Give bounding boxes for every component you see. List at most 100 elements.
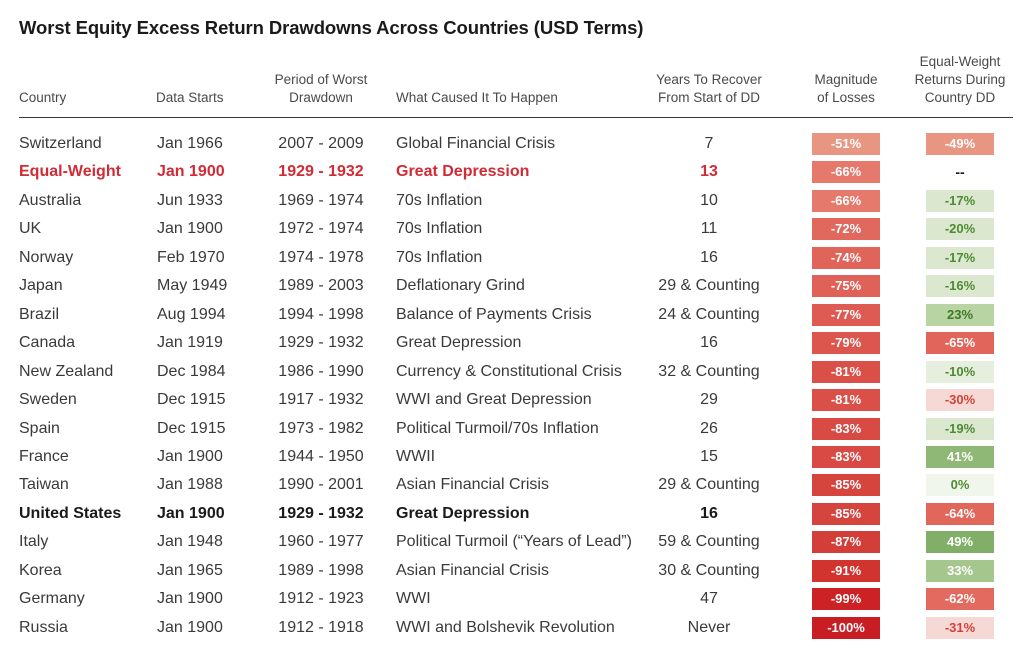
- cell-country: Russia: [19, 618, 68, 636]
- table-row: Norway Feb 1970 1974 - 1978 70s Inflation 16…: [0, 244, 1024, 272]
- cell-years: 32 & Counting: [658, 362, 760, 380]
- cell-equal-weight-badge: 23%: [926, 303, 994, 326]
- cell-equal-weight-badge: -65%: [926, 332, 994, 355]
- cell-equal-weight-badge: -30%: [926, 389, 994, 412]
- header-equal-weight-line1: Equal-Weight: [919, 54, 1001, 69]
- header-equal-weight: Equal-Weight Returns During Country DD: [906, 53, 1014, 107]
- cell-magnitude-badge: -83%: [812, 417, 880, 440]
- cell-data-starts: Aug 1994: [157, 305, 226, 323]
- cell-magnitude-badge: -81%: [812, 389, 880, 412]
- cell-data-starts: Dec 1915: [157, 391, 226, 409]
- cell-data-starts: Jan 1988: [157, 476, 223, 494]
- cell-magnitude-badge: -99%: [812, 588, 880, 611]
- cell-years: 15: [700, 447, 718, 465]
- cell-cause: WWI and Bolshevik Revolution: [396, 618, 615, 636]
- header-magnitude: Magnitude of Losses: [800, 71, 892, 107]
- header-magnitude-line1: Magnitude: [814, 72, 878, 87]
- cell-magnitude-badge: -87%: [812, 531, 880, 554]
- cell-period: 1974 - 1978: [278, 248, 364, 266]
- cell-country: Germany: [19, 590, 85, 608]
- cell-magnitude-badge: -81%: [812, 360, 880, 383]
- cell-period: 1917 - 1932: [278, 391, 364, 409]
- cell-magnitude-badge: -85%: [812, 474, 880, 497]
- cell-country: Switzerland: [19, 135, 102, 152]
- table-row: Switzerland Jan 1966 2007 - 2009 Global Fin…: [0, 130, 1024, 158]
- cell-magnitude-badge: -51%: [812, 133, 880, 155]
- cell-equal-weight-badge: -20%: [926, 218, 994, 241]
- cell-country: France: [19, 447, 69, 465]
- header-equal-weight-line3: Country DD: [924, 90, 996, 105]
- cell-cause: 70s Inflation: [396, 191, 483, 209]
- cell-country: Equal-Weight: [19, 163, 121, 181]
- cell-cause: WWI: [396, 590, 431, 608]
- header-divider: [19, 117, 1013, 118]
- cell-equal-weight-badge: -16%: [926, 275, 994, 298]
- header-magnitude-line2: of Losses: [817, 90, 875, 105]
- cell-period: 1972 - 1974: [278, 220, 364, 238]
- table-row: Italy Jan 1948 1960 - 1977 Political Turmoi…: [0, 528, 1024, 556]
- cell-equal-weight-badge: -10%: [926, 360, 994, 383]
- cell-years: 24 & Counting: [658, 305, 760, 323]
- cell-period: 1989 - 1998: [278, 561, 364, 579]
- cell-country: Sweden: [19, 391, 77, 409]
- table-row: Spain Dec 1915 1973 - 1982 Political Turmoi…: [0, 415, 1024, 443]
- table-row: Germany Jan 1900 1912 - 1923 WWI 47 -99% -62%: [0, 585, 1024, 613]
- cell-years: 13: [700, 163, 718, 181]
- cell-data-starts: Jan 1900: [157, 618, 223, 636]
- cell-magnitude-badge: -75%: [812, 275, 880, 298]
- cell-country: Norway: [19, 248, 74, 266]
- cell-period: 1990 - 2001: [278, 476, 364, 494]
- cell-equal-weight-badge: -49%: [926, 133, 994, 155]
- cell-country: New Zealand: [19, 362, 114, 380]
- cell-country: United States: [19, 504, 122, 522]
- cell-cause: Currency & Constitutional Crisis: [396, 362, 622, 380]
- table-row: Taiwan Jan 1988 1990 - 2001 Asian Financial…: [0, 471, 1024, 499]
- cell-years: 29 & Counting: [658, 277, 760, 295]
- cell-years: 16: [700, 334, 718, 352]
- cell-magnitude-badge: -66%: [812, 189, 880, 212]
- cell-cause: Political Turmoil/70s Inflation: [396, 419, 599, 437]
- header-years: Years To Recover From Start of DD: [640, 71, 778, 107]
- cell-period: 1969 - 1974: [278, 191, 364, 209]
- cell-data-starts: Jan 1900: [157, 504, 225, 522]
- cell-data-starts: Jan 1900: [157, 220, 223, 238]
- cell-magnitude-badge: -74%: [812, 246, 880, 269]
- cell-cause: 70s Inflation: [396, 248, 483, 266]
- cell-period: 2007 - 2009: [278, 135, 364, 152]
- cell-equal-weight-badge: 41%: [926, 445, 994, 468]
- cell-magnitude-badge: -91%: [812, 559, 880, 582]
- header-data-starts: Data Starts: [156, 90, 224, 105]
- cell-data-starts: Dec 1915: [157, 419, 226, 437]
- cell-magnitude-badge: -83%: [812, 445, 880, 468]
- cell-equal-weight-badge: -17%: [926, 189, 994, 212]
- table-row: Russia Jan 1900 1912 - 1918 WWI and Bolshev…: [0, 614, 1024, 642]
- cell-years: 7: [704, 135, 714, 152]
- table-row: Japan May 1949 1989 - 2003 Deflationary Gri…: [0, 272, 1024, 300]
- cell-years: 10: [700, 191, 718, 209]
- cell-data-starts: Jun 1933: [157, 191, 223, 209]
- cell-period: 1929 - 1932: [278, 334, 364, 352]
- cell-cause: WWI and Great Depression: [396, 391, 592, 409]
- table-row: Canada Jan 1919 1929 - 1932 Great Depressio…: [0, 329, 1024, 357]
- header-period: Period of Worst Drawdown: [258, 71, 384, 107]
- cell-country: UK: [19, 220, 42, 238]
- header-country: Country: [19, 90, 67, 105]
- cell-equal-weight-badge: -31%: [926, 616, 994, 639]
- cell-equal-weight-badge: 0%: [926, 474, 994, 497]
- cell-cause: Deflationary Grind: [396, 277, 525, 295]
- cell-country: Australia: [19, 191, 82, 209]
- cell-country: Korea: [19, 561, 62, 579]
- cell-cause: WWII: [396, 447, 436, 465]
- cell-period: 1960 - 1977: [278, 533, 364, 551]
- cell-data-starts: Feb 1970: [157, 248, 225, 266]
- cell-equal-weight-badge: 49%: [926, 531, 994, 554]
- cell-country: Taiwan: [19, 476, 69, 494]
- cell-cause: Asian Financial Crisis: [396, 476, 549, 494]
- cell-cause: Great Depression: [396, 334, 522, 352]
- cell-equal-weight-badge: -62%: [926, 588, 994, 611]
- cell-cause: Global Financial Crisis: [396, 135, 556, 152]
- cell-equal-weight-badge: -17%: [926, 246, 994, 269]
- cell-data-starts: Dec 1984: [157, 362, 226, 380]
- cell-years: 29: [700, 391, 718, 409]
- table-row: Brazil Aug 1994 1994 - 1998 Balance of Paym…: [0, 301, 1024, 329]
